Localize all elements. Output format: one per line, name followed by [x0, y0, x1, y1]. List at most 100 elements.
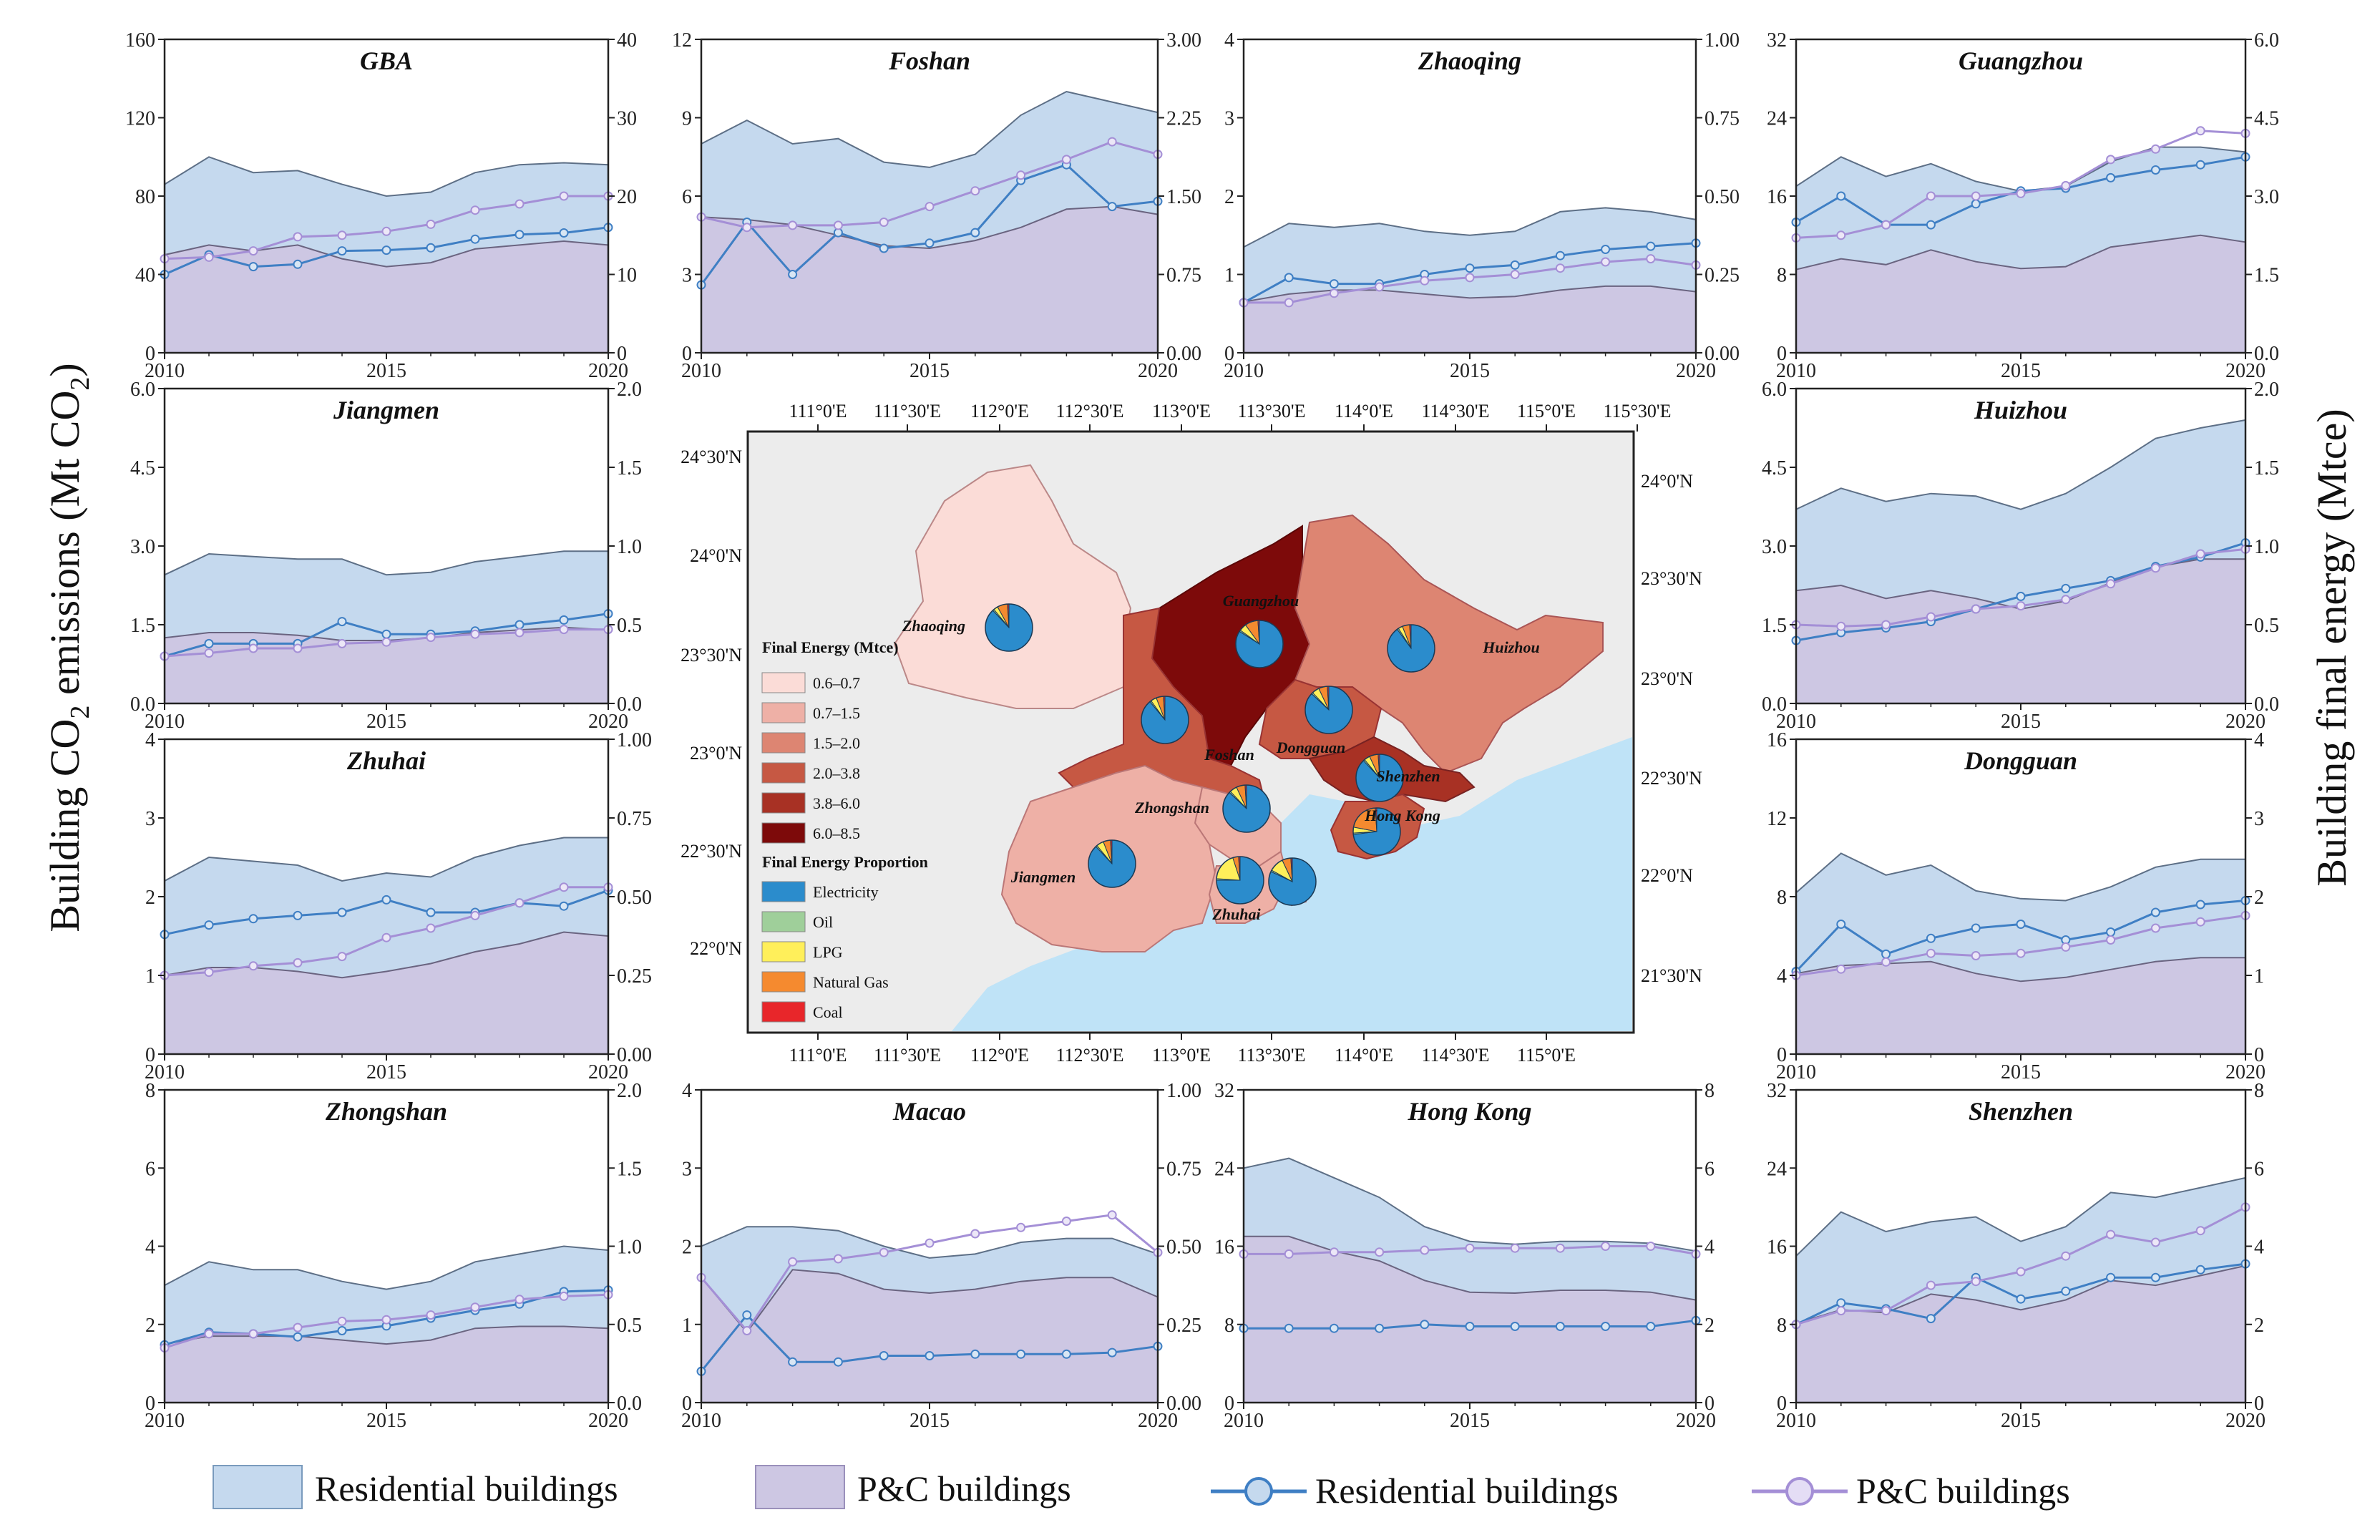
pc-point	[248, 246, 258, 256]
pie-shenzhen: Shenzhen	[1355, 754, 1440, 802]
map-right-lat-label: 22°0'N	[1641, 865, 1693, 886]
y2-tick-label: 1.5	[2254, 265, 2279, 287]
y2-tick-label: 0.25	[1166, 1315, 1201, 1337]
pc-point	[833, 220, 843, 230]
pc-point	[1881, 1306, 1891, 1316]
y-tick-label: 4	[145, 1237, 155, 1259]
res-point	[514, 230, 525, 240]
y-tick-label: 4	[1224, 29, 1234, 52]
energy-class-label: 0.6–0.7	[813, 674, 860, 692]
x-tick-label: 2015	[1450, 1410, 1490, 1432]
y2-tick-label: 2.0	[617, 379, 642, 401]
pie-macao	[1268, 857, 1317, 906]
pie-outline	[1141, 696, 1189, 744]
pc-point	[2150, 144, 2160, 154]
y2-tick-label: 0.0	[2254, 343, 2279, 365]
y-tick-label: 3.0	[130, 536, 155, 558]
y2-tick-label: 6	[1704, 1158, 1715, 1180]
y2-tick-label: 0.75	[1166, 265, 1201, 287]
y2-tick-label: 0.00	[617, 1044, 652, 1066]
res-point	[381, 245, 391, 255]
y2-tick-label: 8	[2254, 1080, 2264, 1102]
y-tick-label: 4.5	[130, 457, 155, 479]
y-tick-label: 9	[682, 108, 692, 130]
map-city-label: Zhuhai	[1211, 905, 1261, 923]
pc-point	[1420, 276, 1430, 286]
y2-tick-label: 2	[2254, 1315, 2264, 1337]
y2-tick-label: 0.00	[1166, 1393, 1201, 1415]
y-tick-label: 1	[1224, 265, 1234, 287]
x-tick-label: 2020	[588, 1410, 628, 1432]
y2-tick-label: 1.50	[1166, 186, 1201, 208]
x-tick-label: 2015	[909, 360, 950, 382]
y2-tick-label: 2	[2254, 887, 2264, 909]
y-tick-label: 2	[145, 887, 155, 909]
pc-point	[2150, 563, 2160, 573]
y2-tick-label: 30	[617, 108, 637, 130]
y-tick-label: 16	[1767, 1237, 1787, 1259]
res-point	[248, 262, 258, 272]
pc-point	[1510, 270, 1520, 279]
pc-point	[2195, 549, 2205, 559]
x-tick-label: 2010	[1776, 1410, 1816, 1432]
pc-point	[248, 961, 258, 971]
res-point	[1926, 933, 1936, 943]
res-point	[2150, 907, 2160, 917]
pc-point	[470, 205, 480, 215]
map-top-lon-label: 111°30'E	[874, 401, 941, 421]
map-left-lat-label: 23°30'N	[681, 645, 742, 666]
pc-point	[426, 219, 436, 229]
panel-title: Hong Kong	[1407, 1097, 1531, 1126]
res-point	[337, 246, 347, 256]
pc-point	[1329, 1247, 1339, 1257]
x-tick-label: 2010	[681, 1410, 721, 1432]
x-tick-label: 2010	[681, 360, 721, 382]
map-bottom-lon-label: 112°0'E	[970, 1045, 1029, 1066]
pie-outline	[1355, 754, 1404, 802]
res-point	[1601, 1322, 1611, 1331]
pc-point	[1881, 220, 1891, 230]
y-tick-label: 1	[145, 965, 155, 988]
pc-point	[2195, 917, 2205, 927]
pc-point	[1375, 282, 1385, 292]
pc-point	[204, 968, 214, 978]
y2-tick-label: 3.0	[2254, 186, 2279, 208]
pc-point	[1971, 951, 1981, 960]
proportion-class-label: Natural Gas	[813, 973, 889, 991]
energy-class-label: 0.7–1.5	[813, 704, 860, 722]
legend-pc-area-label: P&C buildings	[857, 1468, 1071, 1509]
y2-tick-label: 1.0	[617, 536, 642, 558]
y-tick-label: 16	[1767, 186, 1787, 208]
res-point	[559, 228, 569, 238]
map-left-lat-label: 24°30'N	[681, 447, 742, 467]
y2-tick-label: 2	[1704, 1315, 1715, 1337]
y2-tick-label: 3	[2254, 808, 2264, 830]
map-top-lon-label: 114°0'E	[1335, 401, 1393, 421]
res-point	[1555, 1322, 1565, 1331]
res-point	[426, 907, 436, 917]
pc-point	[1971, 191, 1981, 201]
pc-point	[426, 1310, 436, 1320]
y2-tick-label: 20	[617, 186, 637, 208]
res-point	[1646, 1322, 1656, 1331]
pc-point	[1061, 1217, 1071, 1226]
panel-title: Shenzhen	[1969, 1097, 2073, 1126]
y2-tick-label: 0.50	[1704, 186, 1740, 208]
legend-pc-line-label: P&C buildings	[1856, 1471, 2070, 1511]
res-point	[1836, 920, 1846, 929]
pc-point	[1836, 964, 1846, 974]
panel-huizhou: 0.0 1.5 3.0 4.5 6.0 0.0 0.5 1.0 1.5 2.0 2010 2015 20…	[1762, 379, 2279, 733]
res-point	[1510, 260, 1520, 270]
proportion-class-label: Oil	[813, 913, 833, 931]
res-point	[2106, 927, 2116, 937]
pc-point	[293, 643, 303, 653]
res-point	[1329, 279, 1339, 289]
pc-point	[426, 633, 436, 643]
pc-point	[788, 220, 798, 230]
pc-point	[381, 226, 391, 236]
y-tick-label: 2	[682, 1237, 692, 1259]
pc-point	[1284, 298, 1294, 308]
x-tick-label: 2020	[1138, 1410, 1178, 1432]
